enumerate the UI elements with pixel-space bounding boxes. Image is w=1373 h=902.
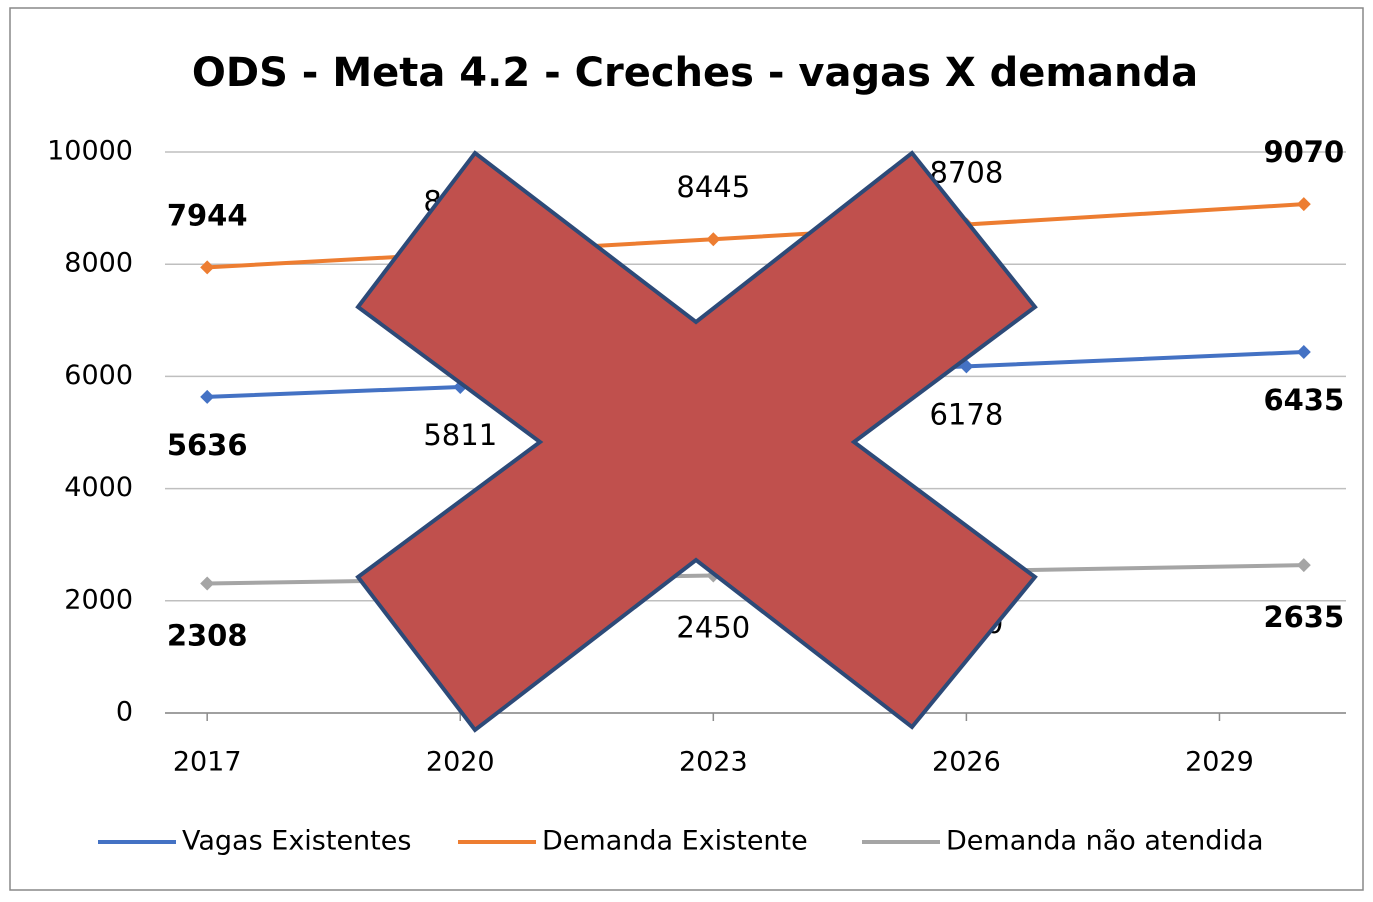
data-label: 8708 bbox=[929, 155, 1003, 189]
chart-title: ODS - Meta 4.2 - Creches - vagas X deman… bbox=[192, 50, 1198, 96]
y-tick-label: 8000 bbox=[64, 248, 133, 279]
point-marker bbox=[1296, 558, 1311, 573]
data-label: 7944 bbox=[167, 198, 248, 232]
data-label: 2308 bbox=[167, 619, 248, 653]
data-label: 2450 bbox=[676, 611, 750, 645]
data-label: 5811 bbox=[423, 418, 497, 452]
point-marker bbox=[1296, 344, 1311, 359]
legend-label: Demanda não atendida bbox=[946, 826, 1264, 857]
legend-label: Vagas Existentes bbox=[182, 826, 411, 857]
point-marker bbox=[200, 260, 215, 275]
plot: 0 2000 4000 6000 8000 10000 2017 2020 2023 2026 20… bbox=[47, 135, 1346, 857]
y-tick-label: 10000 bbox=[47, 136, 133, 167]
x-tick-label: 2029 bbox=[1185, 747, 1254, 778]
data-label: 6435 bbox=[1263, 383, 1344, 417]
point-marker bbox=[200, 576, 215, 591]
point-marker bbox=[706, 232, 721, 247]
legend-label: Demanda Existente bbox=[542, 826, 808, 857]
x-tick-label: 2017 bbox=[173, 747, 242, 778]
point-marker bbox=[200, 389, 215, 404]
x-tick-label: 2020 bbox=[426, 747, 495, 778]
data-label: 5636 bbox=[167, 428, 248, 462]
data-label: 2635 bbox=[1263, 600, 1344, 634]
x-tick-label: 2023 bbox=[679, 747, 748, 778]
y-tick-label: 4000 bbox=[64, 472, 133, 503]
data-label: 9070 bbox=[1263, 135, 1344, 169]
point-marker bbox=[1296, 197, 1311, 212]
y-tick-label: 6000 bbox=[64, 360, 133, 391]
cross-overlay bbox=[355, 150, 1038, 733]
data-label: 8445 bbox=[676, 170, 750, 204]
x-tick-label: 2026 bbox=[932, 747, 1001, 778]
y-tick-label: 0 bbox=[116, 697, 133, 728]
data-label: 6178 bbox=[929, 397, 1003, 431]
y-tick-label: 2000 bbox=[64, 584, 133, 615]
